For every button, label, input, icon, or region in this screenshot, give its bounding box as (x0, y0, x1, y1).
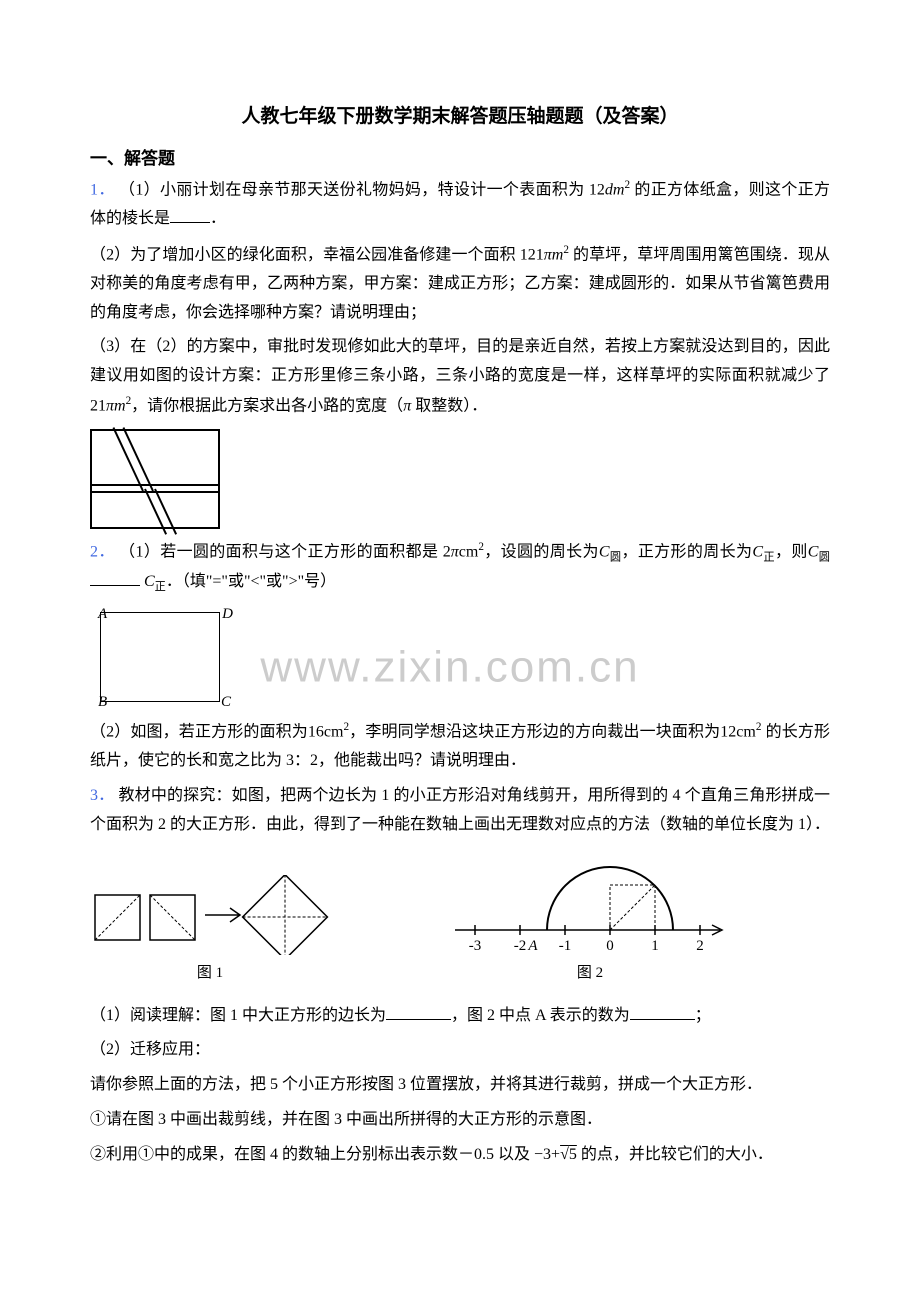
sub-circle: 圆 (610, 552, 622, 564)
figure-2: -3 -2 A -1 0 1 2 图 2 (450, 855, 730, 987)
problem-3-sub2: ②利用①中的成果，在图 4 的数轴上分别标出表示数－0.5 以及 −3+√5 的… (90, 1141, 830, 1170)
p1-p1-end: ． (210, 210, 226, 227)
p1-part2-pre: （2）为了增加小区的绿化面积，幸福公园准备修建一个面积 121 (90, 246, 544, 263)
p2-mid: ，李明同学想沿这块正方形边的方向裁出一块面积为 (349, 723, 720, 740)
fig2-caption: 图 2 (450, 960, 730, 987)
p3-sub2-pre: ②利用①中的成果，在图 4 的数轴上分别标出表示数－0.5 以及 (90, 1146, 534, 1163)
label-c: C (221, 689, 231, 716)
section-header: 一、解答题 (90, 144, 830, 175)
problem-3-number: 3． (90, 787, 114, 804)
svg-text:-2: -2 (514, 938, 527, 954)
p2-v2: 12cm (720, 723, 756, 740)
p1-part3-end: 取整数）． (411, 397, 487, 414)
problem-3-part1: （1）阅读理解：图 1 中大正方形的边长为 ，图 2 中点 A 表示的数为 ； (90, 1002, 830, 1031)
svg-text:-3: -3 (469, 938, 482, 954)
p1-part3-post: ，请你根据此方案求出各小路的宽度（ (131, 397, 403, 414)
blank-fill (90, 585, 140, 586)
square-figure-container: A B C D www.zixin.com.cn (90, 607, 830, 707)
p3-part1-end: ； (695, 1007, 711, 1024)
blank-fill (386, 1019, 451, 1020)
figure-1-svg (90, 875, 330, 955)
p2-mid2: ，正方形的周长为 (621, 543, 752, 560)
svg-text:-1: -1 (559, 938, 572, 954)
label-a: A (98, 601, 107, 628)
blank-fill (630, 1019, 695, 1020)
problem-3-sub1: ①请在图 3 中画出裁剪线，并在图 3 中画出所拼得的大正方形的示意图． (90, 1106, 830, 1135)
problem-1-part3: （3）在（2）的方案中，审批时发现修如此大的草坪，目的是亲近自然，若按上方案就没… (90, 333, 830, 421)
watermark: www.zixin.com.cn (260, 628, 639, 707)
problem-2: 2． （1）若一圆的面积与这个正方形的面积都是 2πcm2，设圆的周长为C圆，正… (90, 537, 830, 597)
p2-mid: ，设圆的周长为 (484, 543, 599, 560)
c-square2: C (144, 573, 155, 590)
p2-end: ．（填"="或"<"或">"号） (166, 573, 336, 590)
blank-fill (170, 222, 210, 223)
figure-1: 图 1 (90, 875, 330, 987)
label-d: D (222, 601, 233, 628)
pi: π (451, 543, 459, 560)
p3-part2-text: 请你参照上面的方法，把 5 个小正方形按图 3 位置摆放，并将其进行裁剪，拼成一… (90, 1076, 762, 1093)
problem-1-part2: （2）为了增加小区的绿化面积，幸福公园准备修建一个面积 121πm2 的草坪，草… (90, 240, 830, 328)
problem-3-part2-text: 请你参照上面的方法，把 5 个小正方形按图 3 位置摆放，并将其进行裁剪，拼成一… (90, 1071, 830, 1100)
fig1-caption: 图 1 (90, 960, 330, 987)
sub-circle2: 圆 (818, 552, 830, 564)
p1-unit: dm (605, 181, 625, 198)
p3-part2: （2）迁移应用： (90, 1041, 210, 1058)
svg-text:A: A (527, 938, 538, 954)
sub-square: 正 (763, 552, 775, 564)
problem-1: 1． （1）小丽计划在母亲节那天送份礼物妈妈，特设计一个表面积为 12dm2 的… (90, 175, 830, 234)
problem-3-part2: （2）迁移应用： (90, 1036, 830, 1065)
svg-text:0: 0 (606, 938, 614, 954)
c-circle2: C (808, 543, 819, 560)
p2-unit: cm (459, 543, 479, 560)
pi: π (403, 397, 411, 414)
p3-intro: 教材中的探究：如图，把两个边长为 1 的小正方形沿对角线剪开，用所得到的 4 个… (90, 787, 830, 833)
sqrt-expr: −3+√5 (534, 1146, 577, 1163)
p2-part1-pre: （1）若一圆的面积与这个正方形的面积都是 2 (119, 543, 451, 560)
label-b: B (98, 689, 107, 716)
p3-part1-mid: ，图 2 中点 A 表示的数为 (451, 1007, 630, 1024)
p2-then: ，则 (775, 543, 808, 560)
problem-1-number: 1． (90, 181, 115, 198)
problem-2-number: 2． (90, 543, 115, 560)
p1-part1-text: （1）小丽计划在母亲节那天送份礼物妈妈，特设计一个表面积为 12 (119, 181, 605, 198)
figures-row: 图 1 -3 -2 A -1 0 1 2 图 2 (90, 855, 830, 987)
p1-part3-unit: πm (106, 397, 126, 414)
problem-2-part2: （2）如图，若正方形的面积为16cm2，李明同学想沿这块正方形边的方向裁出一块面… (90, 717, 830, 776)
sub-square2: 正 (155, 581, 166, 593)
figure-house-diagram (90, 429, 220, 529)
svg-text:1: 1 (651, 938, 659, 954)
p1-part2-unit: πm (544, 246, 564, 263)
p2-v1: 16cm (308, 723, 344, 740)
problem-3: 3． 教材中的探究：如图，把两个边长为 1 的小正方形沿对角线剪开，用所得到的 … (90, 782, 830, 840)
figure-square-abcd: A B C D (90, 607, 220, 707)
p3-sub1: ①请在图 3 中画出裁剪线，并在图 3 中画出所拼得的大正方形的示意图． (90, 1111, 602, 1128)
p3-sub2-end: 的点，并比较它们的大小． (577, 1146, 773, 1163)
c-circle: C (599, 543, 610, 560)
svg-text:2: 2 (696, 938, 704, 954)
c-square: C (752, 543, 763, 560)
page-title: 人教七年级下册数学期末解答题压轴题题（及答案） (90, 100, 830, 134)
p2-part2-pre: （2）如图，若正方形的面积为 (90, 723, 308, 740)
p3-part1-pre: （1）阅读理解：图 1 中大正方形的边长为 (90, 1007, 386, 1024)
figure-2-svg: -3 -2 A -1 0 1 2 (450, 855, 730, 955)
